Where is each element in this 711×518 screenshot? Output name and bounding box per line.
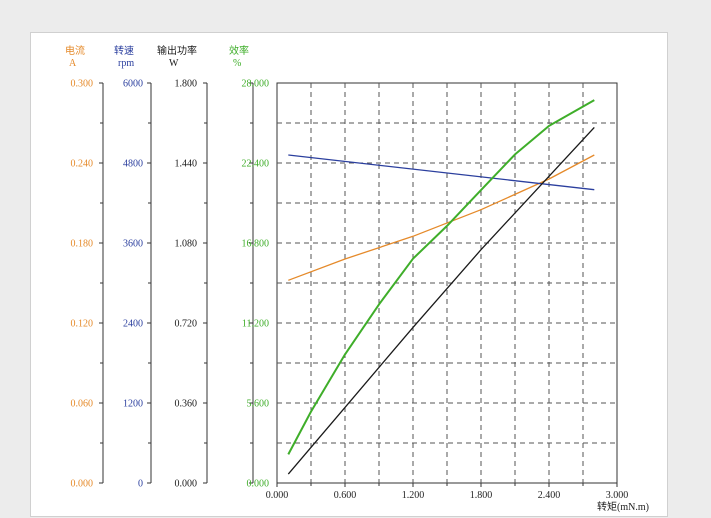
y-tick-label-current: 0.180 (71, 239, 94, 250)
x-tick-label: 1.800 (470, 490, 493, 501)
y-axis-name-efficiency: 效率 (229, 44, 249, 57)
y-tick-label-current: 0.240 (71, 159, 94, 170)
y-tick-label-current: 0.120 (71, 319, 94, 330)
series-line-power (287, 126, 595, 475)
y-tick-label-current: 0.000 (71, 479, 94, 490)
x-axis-label: 转矩(mN.m) (597, 500, 649, 513)
y-axis-unit-speed: rpm (118, 58, 134, 69)
y-tick-label-speed: 3600 (123, 239, 143, 250)
x-tick-label: 0.000 (266, 490, 289, 501)
chart-frame: 0.000 0.060 0.120 0.180 0.240 0.300 电流 A 0 1200 24… (30, 32, 668, 517)
y-axis-name-speed: 转速 (114, 44, 134, 57)
series-line-efficiency (287, 99, 595, 455)
x-tick-label: 1.200 (402, 490, 425, 501)
y-tick-label-current: 0.060 (71, 399, 94, 410)
y-tick-label-speed: 6000 (123, 79, 143, 90)
y-tick-label-current: 0.300 (71, 79, 94, 90)
series-lines (287, 99, 595, 475)
y-tick-label-power: 1.440 (175, 159, 198, 170)
y-tick-label-efficiency: 11.200 (242, 319, 269, 330)
chart-svg: 0.000 0.060 0.120 0.180 0.240 0.300 电流A 0 1200 24… (65, 44, 649, 513)
y-tick-label-efficiency: 28.000 (242, 79, 270, 90)
y-tick-label-speed: 1200 (123, 399, 143, 410)
y-axis-name-power: 输出功率 (157, 44, 197, 57)
x-tick-label: 3.000 (606, 490, 629, 501)
y-tick-label-power: 1.080 (175, 239, 198, 250)
y-tick-label-power: 0.000 (175, 479, 198, 490)
y-axis-unit-efficiency: % (233, 58, 241, 69)
series-line-current (288, 154, 595, 281)
y-axis-name-current: 电流 (65, 44, 85, 57)
y-axis-unit-power: W (169, 58, 179, 69)
y-tick-label-power: 0.360 (175, 399, 198, 410)
y-axes: 0.000 0.060 0.120 0.180 0.240 0.300 电流A 0 1200 24… (65, 44, 269, 490)
y-tick-label-efficiency: 16.800 (242, 239, 270, 250)
y-tick-label-power: 0.720 (175, 319, 198, 330)
y-tick-label-efficiency: 0.000 (247, 479, 270, 490)
y-tick-label-speed: 2400 (123, 319, 143, 330)
x-tick-label: 0.600 (334, 490, 357, 501)
y-tick-label-efficiency: 5.600 (247, 399, 270, 410)
y-axis-unit-current: A (69, 58, 77, 69)
y-tick-label-speed: 0 (138, 479, 143, 490)
y-tick-label-efficiency: 22.400 (242, 159, 270, 170)
x-tick-label: 2.400 (538, 490, 561, 501)
y-tick-label-power: 1.800 (175, 79, 198, 90)
grid (276, 82, 618, 484)
series-line-speed (288, 154, 595, 191)
y-tick-label-speed: 4800 (123, 159, 143, 170)
